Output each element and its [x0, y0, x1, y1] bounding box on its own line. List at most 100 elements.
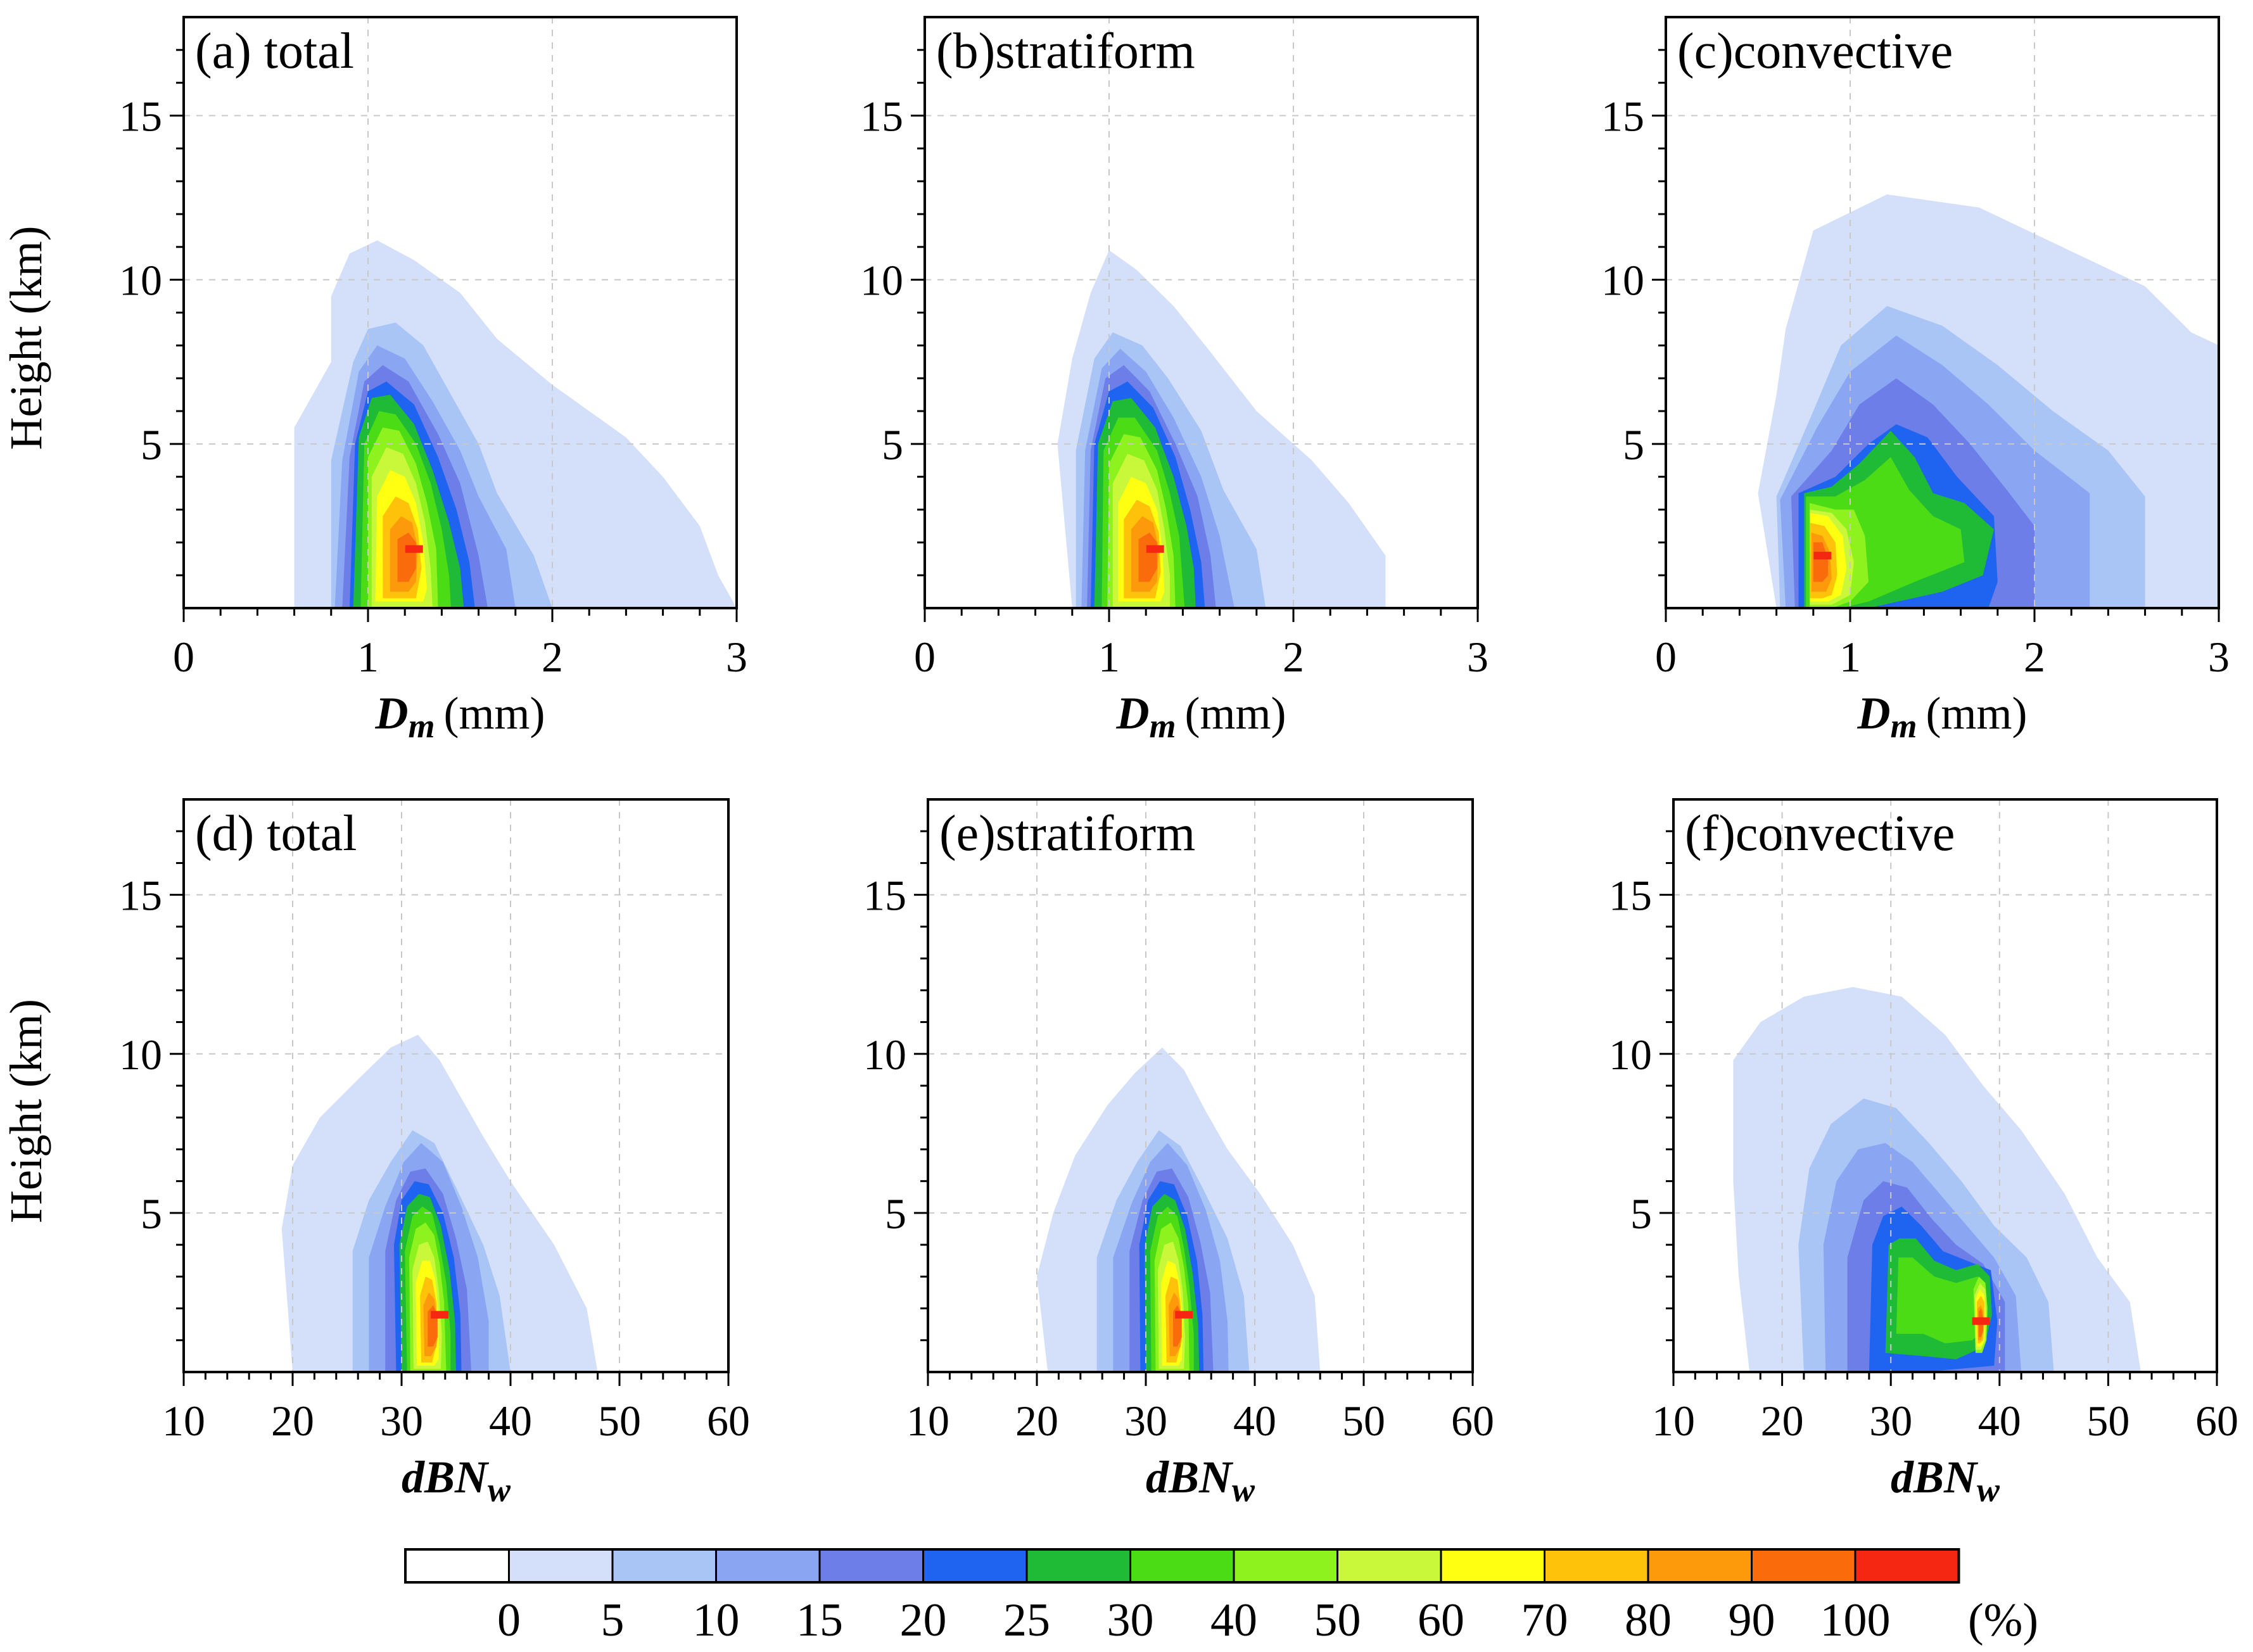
y-tick-label-f-0: 5	[1630, 1190, 1652, 1238]
y-tick-label-c-2: 15	[1601, 92, 1644, 141]
y-tick-label-c-0: 5	[1623, 421, 1644, 469]
x-axis-label-sub-e: w	[1232, 1471, 1255, 1509]
y-ticks-c: 5 10 15	[1601, 49, 1666, 576]
colorbar-swatch-3	[715, 1548, 821, 1584]
panel-f: 10 20 30 40 50 60 5 10 15 (f)convective dBNw	[1609, 798, 2238, 1509]
x-ticks-d: 10 20 30 40 50 60	[162, 1372, 750, 1445]
x-tick-label-a-1: 1	[357, 633, 379, 681]
x-axis-label-unit-c: (mm)	[1926, 688, 2028, 739]
panel-c: 0 1 2 3 5 10 15 (c)convective Dm (mm)	[1601, 16, 2230, 745]
colorbar-swatch-12	[1647, 1548, 1753, 1584]
x-tick-label-d-3: 40	[489, 1397, 532, 1445]
contours-c	[1758, 194, 2219, 608]
x-tick-label-b-3: 3	[1467, 633, 1488, 681]
x-axis-label-sub-b: m	[1150, 707, 1176, 745]
colorbar-swatch-0	[404, 1548, 510, 1584]
y-tick-label-b-0: 5	[882, 421, 903, 469]
x-axis-label-unit-a: (mm)	[444, 688, 545, 739]
x-tick-label-e-5: 60	[1451, 1397, 1494, 1445]
x-tick-label-e-1: 20	[1015, 1397, 1058, 1445]
x-axis-label-unit-b: (mm)	[1185, 688, 1286, 739]
y-tick-label-a-2: 15	[119, 92, 162, 141]
grid-c	[1666, 17, 2219, 608]
x-tick-label-b-1: 1	[1098, 633, 1120, 681]
colorbar-frame	[404, 1548, 1960, 1584]
grid-f	[1673, 799, 2217, 1372]
colorbar-swatch-11	[1544, 1548, 1649, 1584]
grid-d	[184, 799, 728, 1372]
x-tick-label-a-2: 2	[542, 633, 563, 681]
x-axis-label-e: dBNw	[1146, 1452, 1255, 1509]
y-ticks-e: 5 10 15	[863, 830, 928, 1342]
colorbar-swatch-9	[1336, 1548, 1442, 1584]
x-axis-label-sub-f: w	[1977, 1471, 2000, 1509]
x-tick-label-a-3: 3	[726, 633, 747, 681]
colorbar-label-4: 20	[900, 1594, 947, 1646]
colorbar-label-11: 80	[1625, 1594, 1672, 1646]
x-tick-label-e-2: 30	[1124, 1397, 1167, 1445]
colorbar-swatch-4	[818, 1548, 924, 1584]
x-axis-label-sub-a: m	[409, 707, 435, 745]
x-ticks-e: 10 20 30 40 50 60	[906, 1372, 1494, 1445]
colorbar-label-10: 70	[1521, 1594, 1568, 1646]
x-tick-label-d-0: 10	[162, 1397, 205, 1445]
peak-marker-b	[1146, 545, 1164, 553]
colorbar-label-7: 40	[1210, 1594, 1257, 1646]
colorbar-label-5: 25	[1003, 1594, 1050, 1646]
x-axis-label-a: Dm (mm)	[375, 688, 545, 745]
x-tick-label-f-5: 60	[2195, 1397, 2238, 1445]
peak-marker-f	[1972, 1317, 1990, 1325]
x-axis-label-var-a: D	[375, 688, 409, 739]
y-tick-label-f-1: 10	[1609, 1031, 1652, 1079]
colorbar-swatch-13	[1751, 1548, 1856, 1584]
y-tick-label-d-0: 5	[141, 1190, 162, 1238]
x-axis-label-d: dBNw	[402, 1452, 511, 1509]
colorbar-label-3: 15	[796, 1594, 843, 1646]
colorbar-label-9: 60	[1418, 1594, 1464, 1646]
peak-marker-a	[405, 545, 423, 553]
colorbar-label-2: 10	[693, 1594, 740, 1646]
contour-b-100	[1138, 532, 1157, 582]
x-ticks-f: 10 20 30 40 50 60	[1652, 1372, 2238, 1445]
colorbar-swatch-6	[1025, 1548, 1131, 1584]
y-ticks-a: 5 10 15	[119, 49, 184, 576]
contours-b	[1057, 250, 1386, 608]
panel-d: 10 20 30 40 50 60 5 10 15 (d) total dBNw Height (km…	[1, 798, 750, 1509]
panel-title-c: (c)convective	[1677, 23, 1953, 79]
y-ticks-b: 5 10 15	[860, 49, 925, 576]
x-axis-label-var-f: dBN	[1891, 1452, 1979, 1503]
colorbar-swatch-1	[508, 1548, 614, 1584]
panel-title-e: (e)stratiform	[939, 806, 1195, 861]
y-tick-label-d-1: 10	[119, 1031, 162, 1079]
colorbar-label-6: 30	[1107, 1594, 1154, 1646]
x-axis-label-var-c: D	[1857, 688, 1891, 739]
panel-title-b: (b)stratiform	[936, 23, 1195, 79]
x-tick-label-e-3: 40	[1233, 1397, 1276, 1445]
x-ticks-b: 0 1 2 3	[914, 608, 1488, 681]
x-tick-label-d-1: 20	[271, 1397, 314, 1445]
y-tick-label-c-1: 10	[1601, 257, 1644, 305]
grid-a	[184, 17, 737, 608]
y-ticks-f: 5 10 15	[1609, 830, 1673, 1342]
peak-marker-d	[431, 1311, 449, 1319]
peak-marker-e	[1175, 1311, 1193, 1319]
x-tick-label-c-0: 0	[1655, 633, 1677, 681]
x-tick-label-b-2: 2	[1283, 633, 1304, 681]
colorbar-unit: (%)	[1968, 1594, 2038, 1646]
panel-title-d: (d) total	[195, 806, 357, 861]
contours-d	[281, 1034, 598, 1372]
x-tick-label-f-3: 40	[1978, 1397, 2021, 1445]
peak-marker-c	[1813, 552, 1832, 560]
x-axis-label-b: Dm (mm)	[1116, 688, 1286, 745]
x-tick-label-c-1: 1	[1839, 633, 1861, 681]
x-ticks-c: 0 1 2 3	[1655, 608, 2230, 681]
x-tick-label-f-4: 50	[2086, 1397, 2129, 1445]
contours-e	[1037, 1047, 1321, 1372]
y-tick-label-a-0: 5	[141, 421, 162, 469]
grid-b	[925, 17, 1478, 608]
contour-a-100	[397, 532, 416, 582]
x-axis-label-var-d: dBN	[402, 1452, 490, 1503]
x-tick-label-f-2: 30	[1869, 1397, 1912, 1445]
x-tick-label-f-0: 10	[1652, 1397, 1695, 1445]
